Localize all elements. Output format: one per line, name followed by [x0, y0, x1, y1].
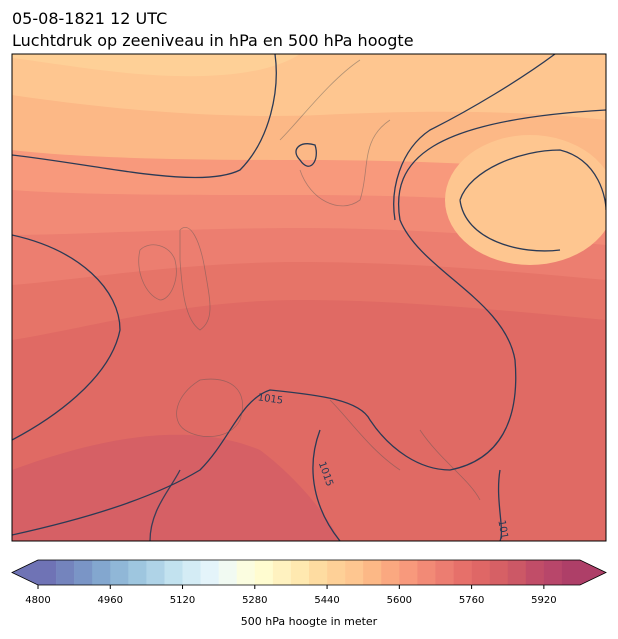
- contour-label: 101: [495, 519, 509, 540]
- colorbar-swatch: [327, 560, 346, 585]
- colorbar-swatch: [309, 560, 328, 585]
- colorbar-tick-label: 4960: [98, 595, 123, 606]
- colorbar-swatch: [399, 560, 418, 585]
- colorbar-swatch: [92, 560, 111, 585]
- colorbar-extend-high: [580, 560, 606, 585]
- colorbar: 4800 4960 5120 5280 5440 5600 5760 5920: [11, 559, 607, 606]
- colorbar-tick-label: 5440: [314, 595, 339, 606]
- colorbar-swatch: [272, 560, 292, 585]
- colorbar-swatch: [435, 560, 454, 585]
- colorbar-swatch: [218, 560, 238, 585]
- map-title: Luchtdruk op zeeniveau in hPa en 500 hPa…: [12, 31, 414, 50]
- colorbar-swatch: [363, 560, 382, 585]
- colorbar-tick-label: 5920: [531, 595, 556, 606]
- colorbar-swatch: [507, 560, 527, 585]
- colorbar-swatch: [453, 560, 472, 585]
- map-frame: [11, 53, 607, 542]
- colorbar-swatch: [110, 560, 129, 585]
- colorbar-swatch: [200, 560, 219, 585]
- colorbar-tick-label: 5600: [387, 595, 412, 606]
- colorbar-swatch: [525, 560, 545, 585]
- colorbar-swatch: [345, 560, 364, 585]
- colorbar-swatch: [74, 560, 93, 585]
- colorbar-swatch: [182, 560, 201, 585]
- colorbar-tick-label: 5280: [242, 595, 267, 606]
- colorbar-tick-label: 5120: [170, 595, 195, 606]
- colorbar-swatch: [290, 560, 310, 585]
- colorbar-extend-low: [12, 560, 38, 585]
- colorbar-swatch: [254, 560, 274, 585]
- contour-label: 1015: [257, 392, 284, 406]
- date-title: 05-08-1821 12 UTC: [12, 9, 167, 28]
- colorbar-swatch: [56, 560, 75, 585]
- colorbar-swatch: [417, 560, 436, 585]
- colorbar-label: 500 hPa hoogte in meter: [241, 615, 378, 628]
- colorbar-swatch: [128, 560, 147, 585]
- colorbar-frame: [11, 559, 607, 586]
- colorbar-swatch: [146, 560, 165, 585]
- colorbar-swatch: [471, 560, 490, 585]
- colorbar-swatch: [489, 560, 509, 585]
- colorbar-swatch: [561, 560, 581, 585]
- coastlines: [138, 59, 481, 501]
- band: [12, 54, 300, 77]
- colorbar-swatch: [381, 560, 400, 585]
- colorbar-tick-label: 5760: [459, 595, 484, 606]
- colorbar-swatch: [543, 560, 563, 585]
- colorbar-swatch: [38, 560, 57, 585]
- band: [445, 135, 606, 265]
- colorbar-tick-label: 4800: [25, 595, 50, 606]
- colorbar-swatch: [236, 560, 256, 585]
- isobars: [12, 54, 606, 541]
- colorbar-swatch: [164, 560, 183, 585]
